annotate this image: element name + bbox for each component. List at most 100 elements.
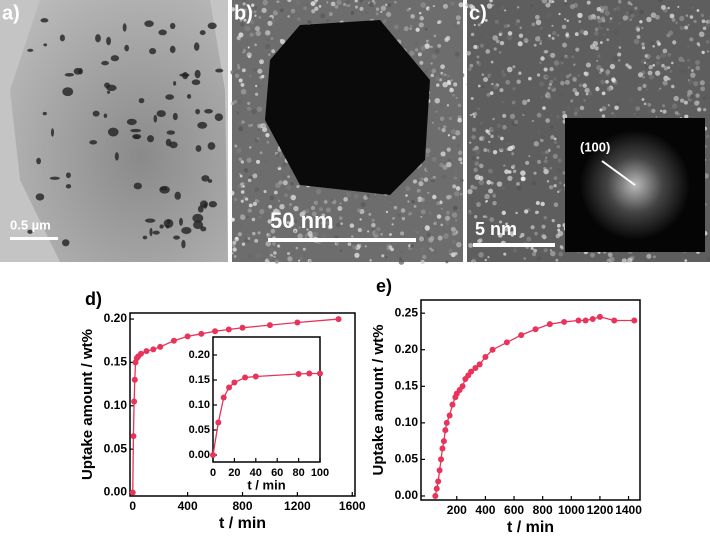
grain bbox=[574, 32, 579, 37]
grain bbox=[262, 157, 268, 163]
grain bbox=[507, 175, 513, 182]
grain bbox=[585, 62, 591, 68]
grain bbox=[357, 228, 362, 233]
grain bbox=[275, 152, 281, 157]
grain bbox=[606, 86, 612, 92]
grain bbox=[476, 202, 481, 207]
grain bbox=[531, 119, 535, 123]
grain bbox=[447, 81, 452, 86]
particle bbox=[174, 191, 181, 200]
grain bbox=[276, 224, 281, 228]
grain bbox=[384, 255, 388, 259]
grain bbox=[507, 146, 513, 152]
grain bbox=[250, 19, 255, 25]
grain bbox=[491, 3, 495, 7]
particle bbox=[193, 42, 200, 51]
grain bbox=[516, 231, 521, 236]
grain bbox=[447, 134, 451, 137]
grain bbox=[560, 80, 565, 86]
panel-c: (100) 5 nm c) bbox=[465, 0, 710, 264]
grain bbox=[339, 249, 343, 253]
grain bbox=[512, 87, 516, 91]
data-point bbox=[129, 489, 136, 496]
grain bbox=[689, 15, 694, 19]
grain bbox=[535, 200, 540, 206]
grain bbox=[387, 258, 391, 262]
particle bbox=[114, 152, 119, 161]
grain bbox=[545, 150, 549, 154]
grain bbox=[273, 251, 277, 255]
grain bbox=[446, 104, 450, 107]
grain bbox=[424, 225, 430, 231]
grain bbox=[518, 71, 522, 75]
grain bbox=[486, 180, 492, 185]
grain bbox=[265, 30, 271, 36]
grain bbox=[692, 92, 695, 96]
particle bbox=[130, 128, 142, 133]
grain bbox=[534, 14, 540, 20]
grain bbox=[509, 231, 515, 237]
grain bbox=[449, 87, 454, 93]
grain bbox=[345, 0, 351, 5]
grain bbox=[663, 66, 669, 71]
grain bbox=[471, 127, 477, 132]
grain bbox=[297, 17, 301, 21]
grain bbox=[519, 235, 523, 239]
grain bbox=[455, 96, 458, 100]
data-point bbox=[443, 419, 450, 426]
grain bbox=[523, 257, 527, 260]
grain bbox=[258, 215, 262, 220]
y-tick-label: 0.00 bbox=[189, 449, 210, 461]
grain bbox=[687, 66, 691, 69]
grain bbox=[442, 72, 446, 77]
grain bbox=[248, 203, 253, 208]
grain bbox=[454, 51, 460, 57]
grain bbox=[608, 19, 613, 23]
grain bbox=[470, 96, 474, 100]
grain bbox=[574, 91, 580, 96]
grain bbox=[254, 138, 259, 142]
grain bbox=[368, 2, 374, 8]
grain bbox=[614, 105, 619, 110]
particle bbox=[163, 218, 174, 228]
grain bbox=[655, 14, 660, 20]
grain bbox=[607, 252, 613, 258]
grain bbox=[657, 88, 661, 93]
grain bbox=[625, 11, 630, 16]
grain bbox=[458, 2, 464, 8]
x-tick-label: 400 bbox=[178, 499, 198, 513]
data-point bbox=[317, 370, 323, 377]
grain bbox=[550, 114, 553, 117]
grain bbox=[650, 41, 654, 45]
grain bbox=[667, 52, 672, 57]
particle bbox=[50, 128, 55, 137]
grain bbox=[501, 185, 506, 190]
grain bbox=[687, 23, 690, 27]
particle bbox=[191, 79, 201, 86]
grain bbox=[248, 123, 252, 128]
grain bbox=[457, 117, 462, 123]
grain bbox=[611, 16, 614, 19]
grain bbox=[593, 31, 599, 36]
grain bbox=[446, 161, 452, 168]
grain bbox=[549, 166, 553, 170]
grain bbox=[552, 30, 557, 36]
grain bbox=[482, 215, 486, 218]
grain bbox=[545, 156, 548, 159]
grain bbox=[490, 127, 494, 131]
particle bbox=[144, 20, 154, 27]
grain bbox=[339, 202, 342, 205]
grain bbox=[234, 144, 238, 148]
grain bbox=[280, 8, 284, 13]
grain bbox=[474, 149, 481, 155]
grain bbox=[371, 218, 375, 222]
grain bbox=[401, 216, 406, 221]
grain bbox=[484, 193, 490, 200]
grain bbox=[599, 41, 603, 44]
grain bbox=[542, 106, 546, 110]
grain bbox=[519, 26, 522, 30]
grain bbox=[445, 260, 449, 264]
grain bbox=[274, 217, 279, 222]
grain bbox=[494, 19, 499, 24]
grain bbox=[606, 258, 611, 263]
